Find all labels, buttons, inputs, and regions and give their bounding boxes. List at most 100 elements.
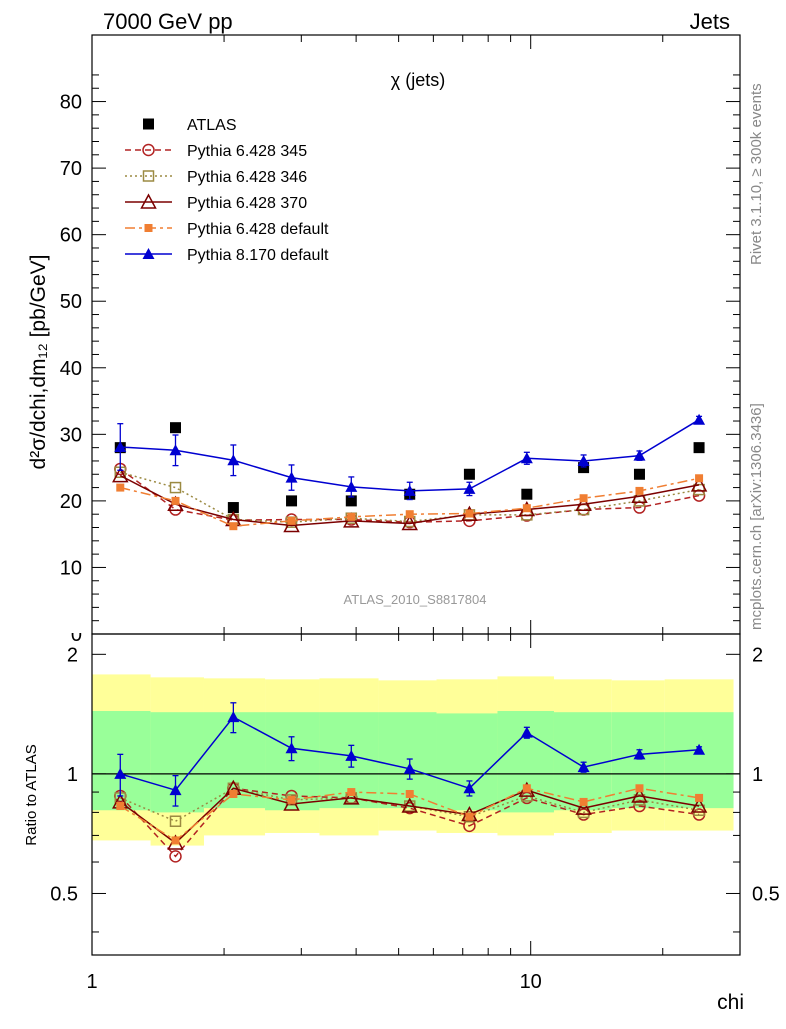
main-point-pythia-8-170-default: [693, 413, 706, 425]
ratio-series-line-pythia-6-428-370: [119, 787, 700, 844]
legend-marker-atlas: [143, 118, 154, 130]
x-tick-label: 10: [520, 971, 542, 993]
legend-label-pythia-6-428-default: Pythia 6.428 default: [187, 221, 329, 238]
main-point-pythia-6-428-370: [401, 514, 418, 531]
ratio-point-pythia-8-170-default: [114, 767, 127, 779]
ratio-y-tick-label: 1: [67, 764, 78, 786]
legend-label-atlas: ATLAS: [187, 117, 237, 134]
mcplots-label: mcplots.cern.ch [arXiv:1306.3436]: [748, 403, 765, 630]
uncertainty-band-green: [497, 710, 554, 813]
main-point-atlas: [463, 468, 475, 480]
main-point-pythia-6-428-default: [229, 522, 238, 531]
legend-marker-pythia-6-428-346: [142, 170, 155, 182]
ratio-point-pythia-6-428-370: [575, 799, 592, 815]
main-point-atlas: [286, 495, 298, 507]
main-point-pythia-6-428-default: [579, 494, 588, 503]
x-axis-label: chi: [717, 991, 744, 1014]
main-point-atlas: [521, 488, 533, 500]
legend-marker-pythia-6-428-345: [142, 143, 155, 157]
main-point-pythia-8-170-default: [463, 482, 476, 494]
main-point-pythia-6-428-370: [631, 487, 648, 503]
ratio-point-pythia-6-428-default: [695, 793, 704, 802]
ratio-y-tick-label: 2: [752, 644, 763, 666]
ratio-point-pythia-8-170-default: [169, 784, 182, 796]
y-tick-label: 10: [60, 557, 82, 579]
ratio-y-tick-label: 2: [67, 644, 78, 666]
ratio-point-pythia-6-428-default: [347, 788, 356, 797]
main-point-pythia-8-170-default: [114, 440, 127, 452]
legend-label-pythia-6-428-370: Pythia 6.428 370: [187, 195, 307, 212]
main-series-line-pythia-6-428-346: [120, 471, 700, 523]
ratio-point-pythia-6-428-default: [229, 789, 238, 798]
ratio-point-pythia-6-428-default: [287, 795, 296, 804]
main-point-atlas: [578, 462, 590, 474]
main-point-pythia-6-428-346: [693, 483, 705, 496]
main-point-pythia-8-170-default: [633, 449, 646, 461]
x-tick-label: 1: [86, 971, 97, 993]
main-point-atlas: [345, 495, 357, 507]
y-tick-label: 70: [60, 158, 82, 180]
main-point-pythia-6-428-default: [465, 509, 474, 518]
ratio-point-pythia-6-428-default: [522, 784, 531, 793]
main-point-pythia-6-428-default: [347, 512, 356, 521]
watermark: ATLAS_2010_S8817804: [344, 592, 487, 607]
ratio-point-pythia-8-170-default: [403, 762, 416, 774]
main-point-pythia-8-170-default: [227, 454, 240, 466]
uncertainty-band-green: [553, 712, 612, 811]
ratio-point-pythia-8-170-default: [227, 711, 240, 723]
ratio-point-pythia-8-170-default: [577, 761, 590, 773]
main-point-pythia-6-428-370: [690, 476, 708, 492]
ratio-point-pythia-6-428-370: [631, 787, 648, 803]
y-tick-label: 50: [60, 291, 82, 313]
main-series-line-pythia-6-428-370: [119, 474, 700, 527]
ratio-point-pythia-6-428-370: [690, 797, 708, 813]
legend-label-pythia-6-428-345: Pythia 6.428 345: [187, 143, 307, 160]
main-point-atlas: [633, 468, 645, 480]
header-left: 7000 GeV pp: [103, 9, 233, 34]
rivet-label: Rivet 3.1.10, ≥ 300k events: [748, 83, 765, 265]
ratio-plot-frame: [91, 633, 741, 956]
ratio-point-pythia-6-428-default: [465, 812, 474, 821]
ratio-point-pythia-6-428-default: [405, 789, 414, 798]
main-point-pythia-6-428-370: [283, 516, 300, 533]
legend-marker-pythia-8-170-default: [142, 248, 155, 259]
main-point-pythia-6-428-default: [287, 516, 296, 525]
y-tick-label: 40: [60, 358, 82, 380]
ratio-point-pythia-8-170-default: [520, 726, 533, 738]
main-point-pythia-6-428-370: [112, 467, 129, 483]
main-point-pythia-8-170-default: [577, 454, 590, 466]
ratio-point-pythia-6-428-345: [633, 799, 646, 813]
ratio-point-pythia-6-428-370: [343, 789, 360, 805]
ratio-point-pythia-6-428-default: [116, 802, 125, 811]
plot-content: 0 10 20 30 40 50 60 70 80 1 10 0.5 0.5 1 1 2 2 ATLAS Pythi…: [50, 34, 780, 993]
ratio-point-pythia-6-428-345: [169, 850, 182, 863]
chart-title: χ (jets): [391, 70, 445, 90]
uncertainty-band-green: [664, 712, 734, 809]
ratio-point-pythia-8-170-default: [285, 742, 298, 754]
ratio-point-pythia-6-428-370: [401, 797, 418, 813]
ratio-point-pythia-6-428-346: [633, 794, 646, 806]
main-point-pythia-6-428-346: [169, 481, 182, 494]
main-point-pythia-6-428-default: [695, 474, 704, 483]
main-point-atlas: [227, 502, 239, 514]
legend-label-pythia-6-428-346: Pythia 6.428 346: [187, 169, 307, 186]
legend-marker-pythia-6-428-370: [140, 193, 157, 209]
legend-marker-pythia-6-428-default: [144, 224, 153, 232]
legend-label-pythia-8-170-default: Pythia 8.170 default: [187, 247, 329, 264]
ratio-point-pythia-6-428-default: [171, 836, 180, 845]
uncertainty-band-green: [150, 712, 204, 813]
main-point-pythia-6-428-370: [575, 495, 592, 511]
main-point-pythia-6-428-default: [116, 483, 125, 492]
main-point-pythia-8-170-default: [285, 471, 298, 483]
y-tick-label: 60: [60, 225, 82, 247]
y-tick-label: 0: [71, 624, 82, 646]
main-y-axis-label: d²σ/dchi,dm₁₂ [pb/GeV]: [27, 255, 50, 470]
ratio-y-tick-label: 0.5: [752, 883, 780, 905]
header-right: Jets: [690, 9, 730, 34]
ratio-y-tick-label: 1: [752, 764, 763, 786]
ratio-point-pythia-8-170-default: [693, 743, 706, 755]
uncertainty-band-green: [92, 710, 151, 811]
axis-clip: [60, 626, 90, 633]
ratio-point-pythia-6-428-346: [169, 815, 182, 827]
